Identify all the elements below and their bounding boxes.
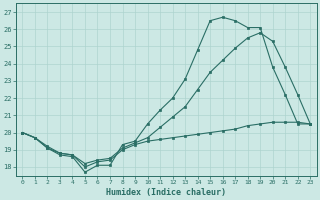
- X-axis label: Humidex (Indice chaleur): Humidex (Indice chaleur): [106, 188, 226, 197]
